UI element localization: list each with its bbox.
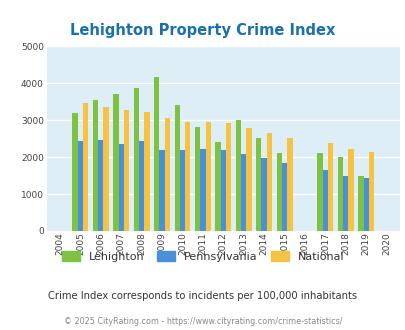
Bar: [322, 170, 327, 231]
Bar: [362, 178, 368, 231]
Bar: [261, 158, 266, 231]
Bar: [226, 123, 231, 231]
Bar: [276, 153, 281, 231]
Legend: Lehighton, Pennsylvania, National: Lehighton, Pennsylvania, National: [57, 247, 348, 267]
Bar: [164, 117, 170, 231]
Bar: [327, 143, 333, 231]
Bar: [246, 128, 251, 231]
Bar: [317, 153, 322, 231]
Bar: [215, 142, 220, 231]
Bar: [241, 154, 246, 231]
Bar: [98, 140, 103, 231]
Bar: [185, 121, 190, 231]
Bar: [357, 176, 362, 231]
Bar: [83, 103, 88, 231]
Bar: [159, 150, 164, 231]
Bar: [139, 141, 144, 231]
Bar: [368, 151, 373, 231]
Bar: [154, 77, 159, 231]
Bar: [93, 100, 98, 231]
Bar: [256, 138, 261, 231]
Text: Lehighton Property Crime Index: Lehighton Property Crime Index: [70, 23, 335, 38]
Bar: [235, 120, 241, 231]
Bar: [194, 127, 200, 231]
Bar: [281, 163, 286, 231]
Bar: [72, 114, 77, 231]
Bar: [205, 122, 210, 231]
Bar: [124, 110, 129, 231]
Bar: [144, 112, 149, 231]
Bar: [118, 144, 124, 231]
Bar: [266, 133, 271, 231]
Bar: [113, 94, 118, 231]
Bar: [337, 157, 342, 231]
Bar: [220, 150, 226, 231]
Bar: [103, 107, 109, 231]
Text: © 2025 CityRating.com - https://www.cityrating.com/crime-statistics/: © 2025 CityRating.com - https://www.city…: [64, 317, 341, 326]
Bar: [286, 138, 292, 231]
Bar: [200, 149, 205, 231]
Bar: [174, 105, 179, 231]
Bar: [77, 141, 83, 231]
Bar: [179, 150, 185, 231]
Bar: [342, 176, 347, 231]
Bar: [133, 87, 139, 231]
Bar: [347, 149, 353, 231]
Text: Crime Index corresponds to incidents per 100,000 inhabitants: Crime Index corresponds to incidents per…: [48, 291, 357, 301]
